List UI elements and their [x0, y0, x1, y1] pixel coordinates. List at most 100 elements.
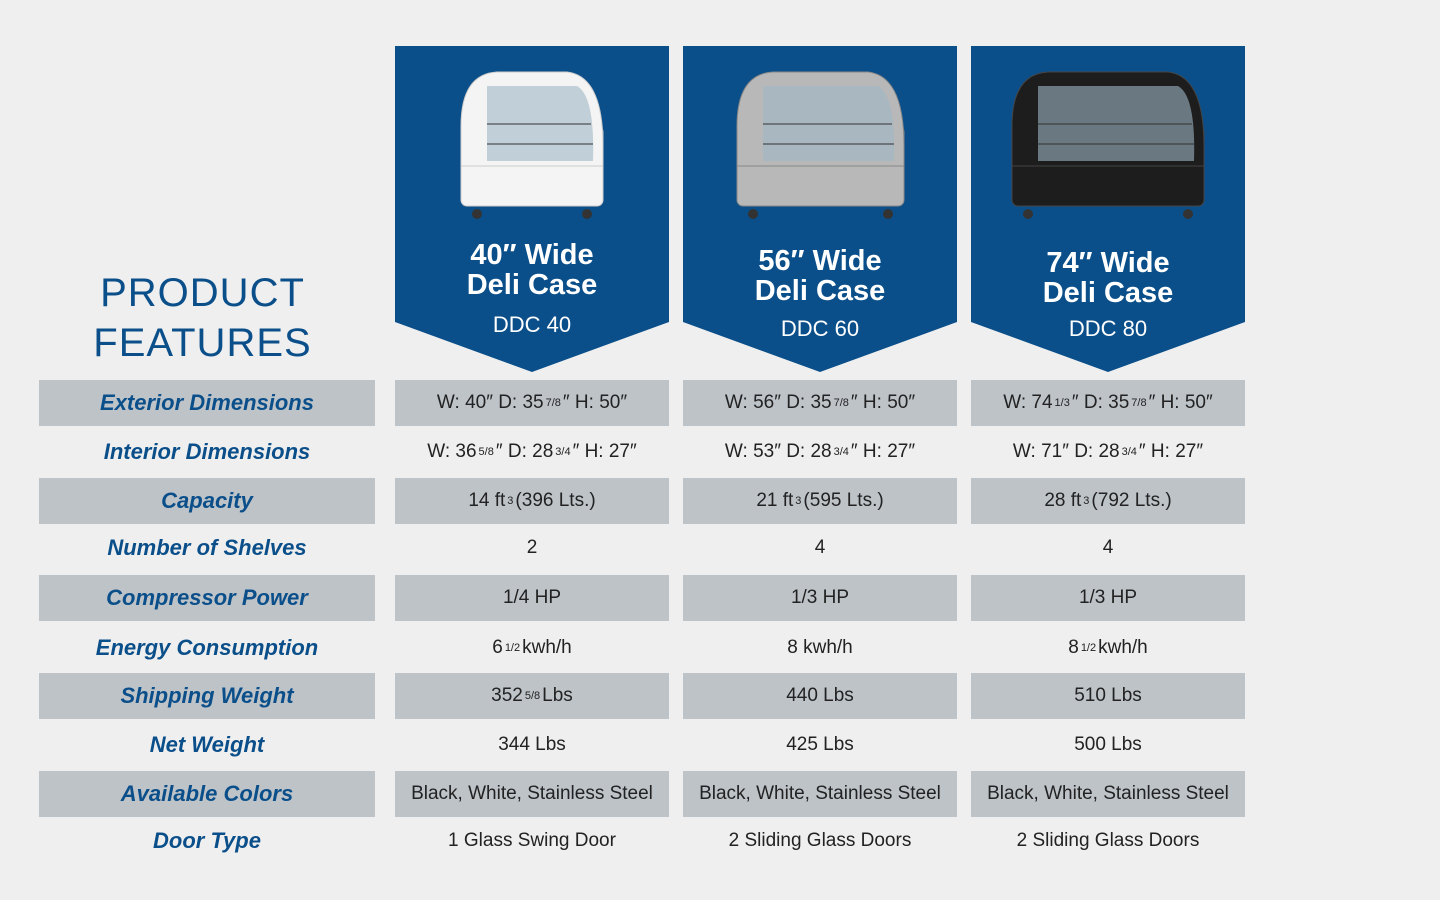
cell-text: 440 Lbs — [786, 685, 854, 706]
product-model: DDC 80 — [1068, 316, 1148, 341]
cell-text: (396 Lts.) — [515, 490, 596, 511]
product-name-line-1: 56″ Wide — [758, 245, 882, 277]
table-cell: 1/3 HP — [971, 575, 1245, 621]
table-row: Energy Consumption 6 1/2 kwh/h 8 kwh/h 8 1/2 kw… — [0, 625, 1440, 671]
table-row: Available Colors Black, White, Stainless … — [0, 771, 1440, 817]
table-cell: 21 ft 3 (595 Lts.) — [683, 478, 957, 524]
table-cell: 344 Lbs — [395, 722, 669, 768]
cell-text: Black, White, Stainless Steel — [987, 783, 1229, 804]
cell-text: W: 56″ D: 35 — [724, 392, 832, 413]
product-image — [736, 71, 904, 219]
table-cell: W: 36 5/8 ″ D: 28 3/4 ″ H: 27″ — [395, 429, 669, 475]
table-cell: 510 Lbs — [971, 673, 1245, 719]
table-cell: W: 40″ D: 35 7/8 ″ H: 50″ — [395, 380, 669, 426]
cell-text: Black, White, Stainless Steel — [411, 783, 653, 804]
cell-text: ″ H: 50″ — [850, 392, 916, 413]
cell-text: ″ H: 27″ — [572, 441, 637, 462]
table-cell: 4 — [971, 525, 1245, 571]
row-label: Exterior Dimensions — [39, 380, 375, 426]
table-cell: 6 1/2 kwh/h — [395, 625, 669, 671]
superscript: 1/3 — [1054, 397, 1070, 409]
cell-text: W: 71″ D: 28 — [1012, 441, 1120, 462]
table-cell: 14 ft 3 (396 Lts.) — [395, 478, 669, 524]
table-cell: Black, White, Stainless Steel — [395, 771, 669, 817]
cell-text: 14 ft — [468, 490, 506, 511]
row-label: Energy Consumption — [95, 635, 319, 660]
cell-text: (595 Lts.) — [803, 490, 884, 511]
row-label: Available Colors — [39, 771, 375, 817]
table-row: Shipping Weight 352 5/8 Lbs 440 Lbs 510 Lbs — [0, 673, 1440, 719]
cell-text: 4 — [814, 537, 826, 558]
table-cell: 28 ft 3 (792 Lts.) — [971, 478, 1245, 524]
cell-text: ″ D: 28 — [495, 441, 554, 462]
superscript: 7/8 — [1131, 397, 1147, 409]
cell-text: W: 53″ D: 28 — [724, 441, 832, 462]
product-model: DDC 40 — [492, 312, 572, 337]
product-image — [1011, 71, 1205, 219]
table-cell: 2 Sliding Glass Doors — [971, 818, 1245, 864]
table-cell: W: 71″ D: 28 3/4 ″ H: 27″ — [971, 429, 1245, 475]
cell-text: 1/3 HP — [1078, 587, 1138, 608]
cell-text: ″ H: 27″ — [850, 441, 916, 462]
cell-text: ″ H: 50″ — [1148, 392, 1213, 413]
table-cell: W: 56″ D: 35 7/8 ″ H: 50″ — [683, 380, 957, 426]
superscript: 3/4 — [555, 446, 571, 458]
cell-text: 352 — [491, 685, 523, 706]
product-name-line-2: Deli Case — [1042, 277, 1174, 309]
cell-text: 500 Lbs — [1074, 734, 1142, 755]
superscript: 3 — [795, 495, 802, 507]
product-name: 74″ Wide Deli Case — [971, 248, 1245, 308]
row-label: Number of Shelves — [107, 535, 307, 560]
title-line-2: FEATURES — [93, 321, 312, 365]
table-cell: 1/4 HP — [395, 575, 669, 621]
superscript: 3/4 — [1121, 446, 1137, 458]
page-title: PRODUCT FEATURES — [60, 268, 345, 368]
cell-text: ″ D: 35 — [1071, 392, 1130, 413]
cell-text: 6 — [492, 637, 503, 658]
table-row: Number of Shelves 2 4 4 — [0, 525, 1440, 571]
superscript: 1/2 — [504, 642, 521, 654]
cell-text: 1/3 HP — [790, 587, 850, 608]
table-cell: 1 Glass Swing Door — [395, 818, 669, 864]
cell-text: Lbs — [542, 685, 573, 706]
superscript: 7/8 — [545, 397, 561, 409]
table-row: Door Type 1 Glass Swing Door 2 Sliding Gla… — [0, 818, 1440, 864]
table-cell: 2 — [395, 525, 669, 571]
row-label: Capacity — [39, 478, 375, 524]
table-cell: 8 1/2 kwh/h — [971, 625, 1245, 671]
product-name: 40″ Wide Deli Case — [395, 240, 669, 300]
cell-text: 4 — [1102, 537, 1114, 558]
cell-text: 21 ft — [756, 490, 794, 511]
table-cell: W: 74 1/3 ″ D: 35 7/8 ″ H: 50″ — [971, 380, 1245, 426]
product-header-ddc-40: 40″ Wide Deli Case DDC 40 — [395, 46, 669, 372]
superscript: 3 — [1083, 495, 1090, 507]
product-header-ddc-80: 74″ Wide Deli Case DDC 80 — [971, 46, 1245, 372]
table-cell: 8 kwh/h — [683, 625, 957, 671]
table-cell: 352 5/8 Lbs — [395, 673, 669, 719]
cell-text: W: 74 — [1003, 392, 1053, 413]
table-row: Interior Dimensions W: 36 5/8 ″ D: 28 3/4 ″ H… — [0, 429, 1440, 475]
cell-text: 1/4 HP — [502, 587, 562, 608]
cell-text: 2 Sliding Glass Doors — [728, 830, 912, 851]
table-row: Net Weight 344 Lbs 425 Lbs 500 Lbs — [0, 722, 1440, 768]
table-row: Exterior Dimensions W: 40″ D: 35 7/8 ″ H: 5… — [0, 380, 1440, 426]
cell-text: ″ H: 50″ — [562, 392, 628, 413]
cell-text: 2 — [526, 537, 538, 558]
row-label: Compressor Power — [39, 575, 375, 621]
cell-text: ″ H: 27″ — [1138, 441, 1204, 462]
product-name-line-2: Deli Case — [466, 269, 598, 301]
superscript: 3/4 — [833, 446, 849, 458]
superscript: 1/2 — [1080, 642, 1097, 654]
cell-text: 2 Sliding Glass Doors — [1016, 830, 1200, 851]
title-line-1: PRODUCT — [100, 271, 305, 315]
table-row: Capacity 14 ft 3 (396 Lts.) 21 ft 3 (595 Lts.)… — [0, 478, 1440, 524]
product-name: 56″ Wide Deli Case — [683, 246, 957, 306]
cell-text: 344 Lbs — [498, 734, 566, 755]
table-cell: Black, White, Stainless Steel — [971, 771, 1245, 817]
product-image — [460, 71, 604, 219]
cell-text: W: 36 — [427, 441, 477, 462]
cell-text: 425 Lbs — [786, 734, 854, 755]
table-cell: Black, White, Stainless Steel — [683, 771, 957, 817]
superscript: 5/8 — [524, 690, 541, 702]
product-name-line-1: 40″ Wide — [470, 239, 594, 271]
